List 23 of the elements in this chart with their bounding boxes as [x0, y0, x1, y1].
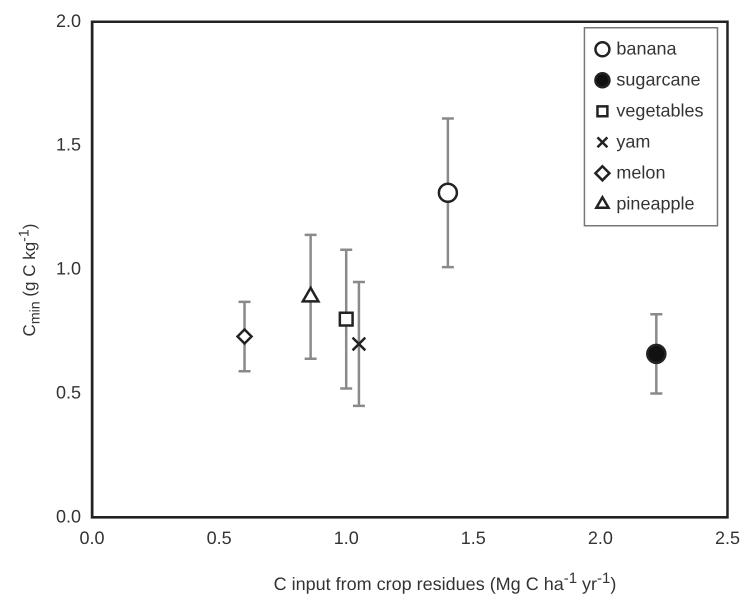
y-tick-label: 0.0	[56, 506, 82, 526]
legend-label: melon	[616, 162, 666, 182]
y-tick-label: 1.5	[56, 134, 82, 155]
x-tick-label: 2.0	[588, 528, 613, 548]
y-tick-label: 2.0	[56, 10, 82, 31]
point	[646, 344, 667, 364]
legend-label: yam	[616, 131, 650, 152]
y-tick-label: 1.0	[56, 258, 82, 279]
x-tick-label: 0.5	[206, 528, 232, 548]
legend-label: pineapple	[616, 193, 694, 214]
point	[338, 312, 354, 327]
point	[351, 336, 367, 352]
x-tick-label: 1.5	[460, 528, 486, 548]
legend-label: vegetables	[616, 100, 704, 120]
point	[438, 182, 458, 204]
x-axis-title: C input from crop residues (Mg C ha$^{-1}$ yr$^{-1}$)	[274, 570, 616, 595]
legend-label: sugarcane	[616, 69, 700, 90]
legend-label: banana	[616, 38, 678, 58]
x-tick-label: 2.5	[714, 528, 740, 548]
x-tick-label: 0.0	[80, 528, 105, 548]
point	[236, 328, 253, 345]
x-tick-label: 1.0	[334, 528, 359, 548]
y-tick-label: 0.5	[56, 382, 82, 402]
